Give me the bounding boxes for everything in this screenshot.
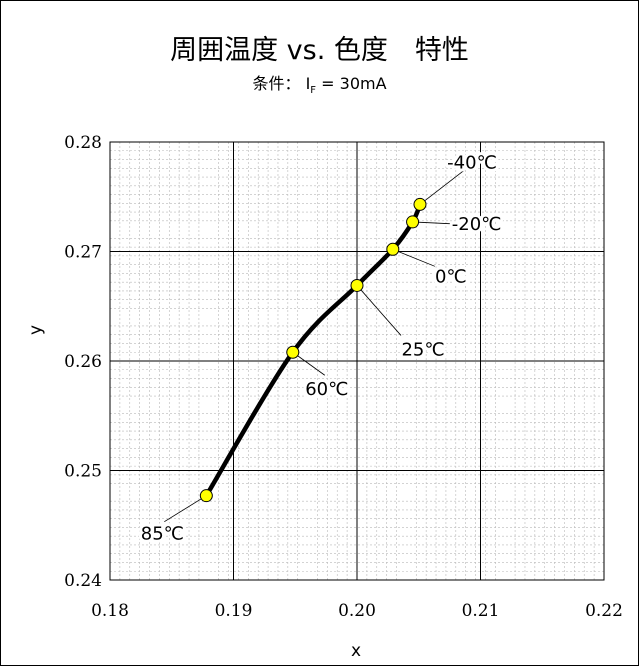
y-tick-label: 0.27 [64, 243, 102, 263]
x-axis-label: x [351, 641, 361, 661]
leader-line [164, 495, 207, 523]
y-tick-label: 0.24 [64, 571, 102, 591]
x-tick-label: 0.19 [215, 601, 253, 621]
data-point [406, 215, 420, 229]
leader-line [292, 351, 326, 376]
data-point [413, 197, 427, 211]
subtitle-prefix: 条件： [252, 74, 301, 93]
data-label: -40℃ [447, 152, 497, 173]
x-tick-label: 0.18 [91, 601, 129, 621]
leader-line [412, 221, 455, 225]
subtitle-param: I [305, 74, 311, 93]
data-markers [199, 197, 427, 503]
leader-line [392, 248, 435, 267]
minor-grid [110, 142, 604, 580]
data-label: 0℃ [435, 266, 467, 287]
y-axis-label: y [26, 325, 46, 335]
plot-border [109, 141, 605, 581]
x-tick-label: 0.21 [462, 601, 500, 621]
data-point [386, 242, 400, 256]
x-tick-label: 0.20 [338, 601, 376, 621]
data-point [286, 345, 300, 359]
x-tick-label: 0.22 [585, 601, 623, 621]
chart-title: 周囲温度 vs. 色度 特性 [170, 35, 469, 66]
data-label: 85℃ [141, 524, 184, 545]
data-point [350, 278, 364, 292]
major-grid [110, 142, 604, 580]
y-tick-label: 0.28 [64, 133, 102, 153]
x-tick-labels: 0.18 0.19 0.20 0.21 0.22 [91, 601, 623, 621]
data-label: 25℃ [401, 339, 444, 360]
data-label: -20℃ [452, 214, 502, 235]
subtitle-value: = 30mA [316, 74, 387, 93]
leader-line [419, 170, 465, 205]
label-leaders [164, 170, 465, 523]
y-tick-label: 0.26 [64, 352, 102, 372]
leader-line [356, 285, 402, 336]
data-label: 60℃ [305, 379, 348, 400]
data-labels: -40℃ -20℃ 0℃ 25℃ 60℃ 85℃ [138, 149, 505, 547]
y-tick-label: 0.25 [64, 462, 102, 482]
subtitle-param-sub: F [310, 85, 317, 97]
chart-subtitle: 条件： IF = 30mA [0, 70, 639, 96]
data-point [199, 489, 213, 503]
y-tick-labels: 0.24 0.25 0.26 0.27 0.28 [64, 133, 102, 591]
